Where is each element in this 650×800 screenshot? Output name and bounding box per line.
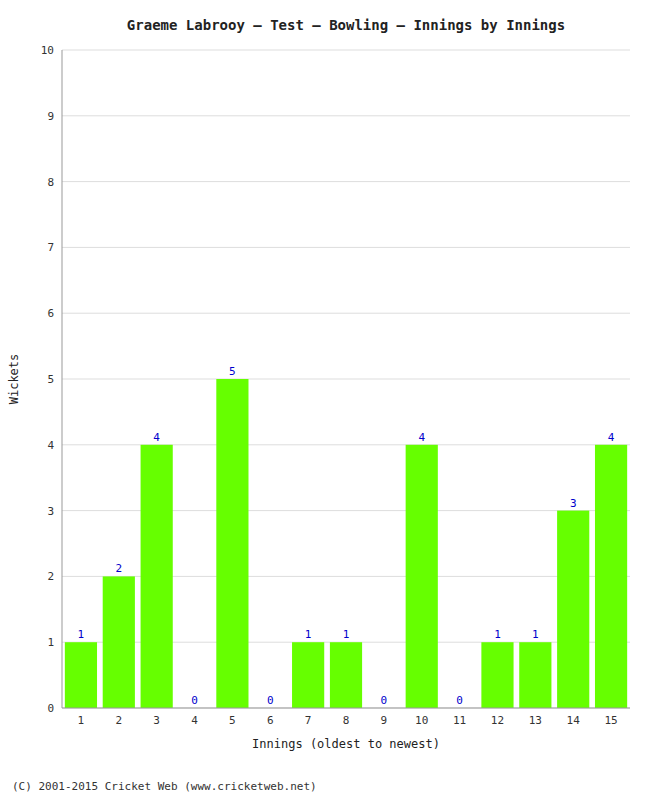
data-label: 1	[78, 628, 85, 641]
y-tick-label: 6	[47, 307, 54, 320]
x-tick-label: 3	[153, 714, 160, 727]
x-tick-label: 11	[453, 714, 466, 727]
y-tick-label: 3	[47, 505, 54, 518]
data-label: 5	[229, 365, 236, 378]
data-label: 0	[191, 694, 198, 707]
x-tick-label: 14	[567, 714, 581, 727]
y-tick-label: 10	[41, 44, 54, 57]
x-tick-label: 6	[267, 714, 274, 727]
x-tick-label: 1	[78, 714, 85, 727]
x-tick-label: 15	[604, 714, 617, 727]
x-tick-label: 12	[491, 714, 504, 727]
grid-line	[62, 50, 630, 51]
x-tick-label: 7	[305, 714, 312, 727]
y-tick-label: 8	[47, 176, 54, 189]
y-tick-label: 9	[47, 110, 54, 123]
grid-line	[62, 313, 630, 314]
bar	[103, 576, 135, 708]
data-label: 1	[343, 628, 350, 641]
data-label: 0	[267, 694, 274, 707]
grid-line	[62, 708, 630, 709]
x-tick-label: 5	[229, 714, 236, 727]
x-tick-label: 2	[115, 714, 122, 727]
bars	[65, 379, 627, 708]
bar	[481, 642, 513, 708]
data-label: 3	[570, 497, 577, 510]
data-label: 2	[115, 562, 122, 575]
y-tick-label: 1	[47, 636, 54, 649]
grid-line	[62, 181, 630, 182]
x-tick-label: 10	[415, 714, 428, 727]
x-tick-label: 13	[529, 714, 542, 727]
y-tick-label: 5	[47, 373, 54, 386]
grid-line	[62, 247, 630, 248]
data-label: 4	[153, 431, 160, 444]
grid-line	[62, 379, 630, 380]
x-tick-label: 9	[381, 714, 388, 727]
data-label: 0	[381, 694, 388, 707]
bar	[557, 511, 589, 708]
y-axis	[62, 50, 63, 708]
footer: (C) 2001-2015 Cricket Web (www.cricketwe…	[12, 780, 317, 793]
chart: 0123456789101240501104011341234567891011…	[0, 0, 650, 800]
data-label: 4	[418, 431, 425, 444]
data-label: 1	[494, 628, 501, 641]
bar	[65, 642, 97, 708]
grid	[62, 50, 630, 708]
x-tick-label: 4	[191, 714, 198, 727]
data-label: 4	[608, 431, 615, 444]
x-tick-label: 8	[343, 714, 350, 727]
bar	[141, 445, 173, 708]
title: Graeme Labrooy – Test – Bowling – Inning…	[127, 17, 565, 33]
y-tick-label: 2	[47, 570, 54, 583]
y-tick-label: 7	[47, 241, 54, 254]
bar	[330, 642, 362, 708]
data-label: 1	[532, 628, 539, 641]
bar	[595, 445, 627, 708]
data-label: 0	[456, 694, 463, 707]
y-tick-label: 4	[47, 439, 54, 452]
bar	[216, 379, 248, 708]
x-axis	[62, 708, 630, 709]
y-axis-label: Wickets	[7, 354, 21, 405]
grid-line	[62, 115, 630, 116]
bar	[406, 445, 438, 708]
data-label: 1	[305, 628, 312, 641]
x-axis-label: Innings (oldest to newest)	[252, 737, 440, 751]
bar	[292, 642, 324, 708]
y-tick-label: 0	[47, 702, 54, 715]
bar	[519, 642, 551, 708]
